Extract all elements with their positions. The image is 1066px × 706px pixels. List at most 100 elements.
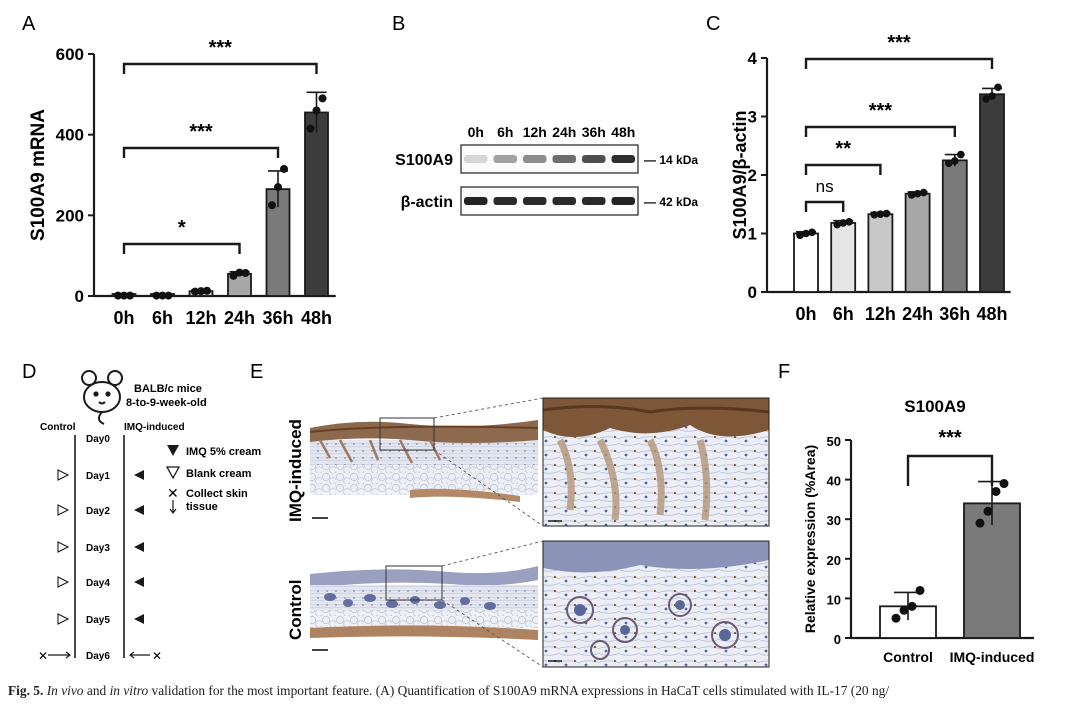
category-label: 24h bbox=[902, 304, 933, 324]
significance-label: *** bbox=[189, 121, 213, 143]
data-point bbox=[203, 286, 211, 295]
y-tick-label: 50 bbox=[827, 434, 841, 449]
category-label: 12h bbox=[185, 308, 216, 328]
blot-band bbox=[464, 155, 488, 163]
y-tick-label: 200 bbox=[56, 206, 84, 225]
significance-bracket bbox=[122, 146, 280, 158]
category-label: 48h bbox=[301, 308, 332, 328]
significance-bracket bbox=[906, 454, 994, 486]
bar bbox=[904, 192, 931, 293]
data-point bbox=[158, 291, 167, 300]
significance-bracket bbox=[804, 163, 882, 175]
imq-cream-marker bbox=[134, 505, 144, 515]
blot-membrane bbox=[460, 144, 639, 174]
significance-label: *** bbox=[938, 427, 962, 449]
data-point bbox=[957, 150, 965, 159]
collect-arrow bbox=[48, 651, 71, 659]
y-axis-label: S100A9 mRNA bbox=[28, 109, 49, 241]
y-axis-label: S100A9/β-actin bbox=[730, 110, 750, 239]
significance-bracket bbox=[804, 125, 956, 137]
blot-band bbox=[493, 197, 517, 205]
data-point bbox=[802, 229, 810, 238]
blot-timepoint-label: 36h bbox=[582, 124, 606, 140]
significance-bracket bbox=[804, 57, 994, 69]
data-point bbox=[126, 291, 134, 300]
data-point bbox=[839, 219, 847, 227]
blank-cream-marker bbox=[57, 613, 70, 625]
panel-letter-d: D bbox=[22, 361, 36, 383]
blank-cream-marker bbox=[57, 541, 70, 553]
imq-cream-marker bbox=[134, 577, 144, 587]
significance-label: ** bbox=[835, 138, 851, 160]
day-label: Day6 bbox=[86, 651, 110, 662]
category-label: 6h bbox=[152, 308, 173, 328]
bar bbox=[830, 222, 857, 293]
category-label: IMQ-induced bbox=[950, 649, 1035, 665]
caption-mid: and bbox=[86, 683, 107, 698]
data-point bbox=[975, 518, 985, 528]
histology-label-control: Control bbox=[286, 580, 305, 640]
category-label: 48h bbox=[976, 304, 1007, 324]
data-point bbox=[274, 183, 282, 192]
day-label: Day3 bbox=[86, 543, 110, 554]
blot-band bbox=[611, 197, 635, 205]
blank-cream-marker bbox=[57, 576, 70, 588]
category-label: 6h bbox=[833, 304, 854, 324]
data-point bbox=[164, 291, 173, 300]
blot-kda-label: — 14 kDa bbox=[644, 153, 698, 167]
data-point bbox=[808, 228, 816, 237]
significance-label: * bbox=[178, 217, 186, 239]
data-point bbox=[796, 231, 804, 240]
imq-cream-legend-icon bbox=[167, 445, 179, 456]
y-tick-label: 2 bbox=[748, 166, 757, 185]
blot-band bbox=[464, 197, 488, 205]
blot-row-label: S100A9 bbox=[395, 152, 453, 169]
y-tick-label: 20 bbox=[827, 553, 841, 568]
legend-collect-2: tissue bbox=[186, 501, 218, 513]
category-label: 24h bbox=[224, 308, 255, 328]
blot-timepoint-label: 48h bbox=[611, 124, 635, 140]
treatment-schematic: BALB/c mice 8-to-9-week-old Control IMQ-… bbox=[38, 370, 261, 663]
day-label: Day4 bbox=[86, 578, 110, 589]
caption-rest: validation for the most important featur… bbox=[151, 683, 890, 698]
panel-letter-e: E bbox=[250, 361, 263, 383]
data-point bbox=[229, 271, 238, 280]
control-group-label: Control bbox=[40, 422, 76, 433]
data-point bbox=[845, 218, 853, 226]
category-label: 12h bbox=[865, 304, 896, 324]
data-point bbox=[876, 210, 885, 218]
legend-imq-cream: IMQ 5% cream bbox=[186, 446, 261, 458]
blot-band bbox=[582, 155, 606, 163]
blot-timepoint-label: 12h bbox=[523, 124, 547, 140]
histology-label-imq: IMQ-induced bbox=[286, 419, 305, 522]
y-axis-label: Relative expression (%Area) bbox=[802, 445, 818, 633]
data-point bbox=[991, 486, 1001, 496]
panel-letter-f: F bbox=[778, 361, 790, 383]
mouse-age: 8-to-9-week-old bbox=[126, 397, 207, 409]
imq-zoom-box bbox=[379, 417, 435, 451]
y-tick-label: 3 bbox=[748, 108, 757, 127]
significance-label: *** bbox=[209, 37, 233, 59]
data-point bbox=[833, 220, 841, 229]
blot-timepoint-label: 6h bbox=[497, 124, 513, 140]
data-point bbox=[235, 268, 244, 277]
bar bbox=[867, 213, 894, 293]
day-label: Day2 bbox=[86, 506, 110, 517]
blot-band bbox=[493, 155, 517, 163]
blot-timepoint-label: 24h bbox=[552, 124, 576, 140]
imq-cream-marker bbox=[134, 542, 144, 552]
significance-label: *** bbox=[869, 100, 893, 122]
collect-marker-control: ✕ bbox=[38, 649, 48, 663]
data-point bbox=[951, 157, 959, 165]
bar bbox=[941, 159, 968, 293]
bar bbox=[979, 93, 1005, 293]
data-point bbox=[907, 191, 916, 199]
category-label: 0h bbox=[795, 304, 816, 324]
significance-label: *** bbox=[887, 32, 911, 54]
collect-marker-imq: ✕ bbox=[152, 649, 162, 663]
blot-band bbox=[552, 155, 576, 163]
data-point bbox=[882, 209, 891, 218]
data-point bbox=[152, 291, 161, 300]
